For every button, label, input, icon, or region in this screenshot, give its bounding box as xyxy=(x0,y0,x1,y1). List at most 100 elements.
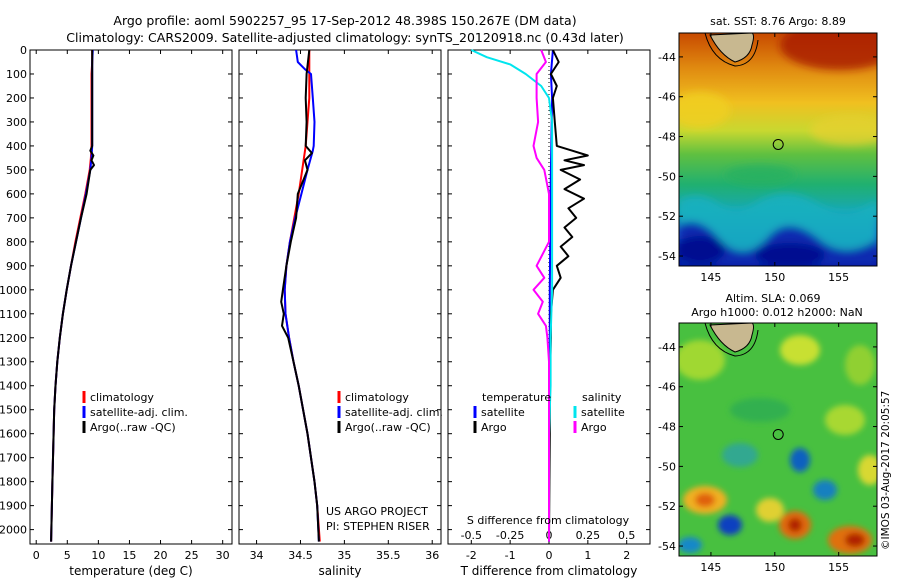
sst-lon-tick-label: 150 xyxy=(764,271,785,284)
series-salinity-argo xyxy=(532,49,550,542)
temperature-xlabel: temperature (deg C) xyxy=(69,564,192,578)
sst-lat-axis: -44 -46 -48 -50 -52 -54 xyxy=(658,51,877,263)
difference-t-tick-label: -2 xyxy=(466,549,477,562)
depth-tick-label: 2000 xyxy=(0,524,27,537)
difference-xlabel: T difference from climatology xyxy=(460,564,638,578)
depth-tick-label: 400 xyxy=(6,140,27,153)
principal-investigator: PI: STEPHEN RISER xyxy=(326,520,430,533)
legend-label-t-satellite: satellite xyxy=(481,406,525,419)
depth-tick-label: 0 xyxy=(20,44,27,57)
salinity-legend: climatology satellite-adj. clim. Argo(..… xyxy=(326,391,443,533)
header-line-1: Argo profile: aoml 5902257_95 17-Sep-201… xyxy=(113,13,576,28)
temperature-x-axis: 0 5 10 15 20 25 30 xyxy=(33,50,230,562)
depth-tick-label: 1100 xyxy=(0,308,27,321)
difference-legend: temperature salinity satellite Argo sate… xyxy=(467,391,630,527)
sst-lat-tick-label: -52 xyxy=(658,210,676,223)
salinity-xlabel: salinity xyxy=(318,564,361,578)
temperature-x-tick-label: 0 xyxy=(33,549,40,562)
depth-tick-label: 300 xyxy=(6,116,27,129)
series-satellite-adj-clim- xyxy=(50,49,94,542)
credit-text: ©IMOS 03-Aug-2017 20:05:57 xyxy=(880,391,892,550)
legend-label-climatology: climatology xyxy=(345,391,409,404)
difference-t-tick-label: 0 xyxy=(546,549,553,562)
temperature-x-tick-label: 15 xyxy=(122,549,136,562)
sst-lat-tick-label: -54 xyxy=(658,250,676,263)
temperature-legend: climatology satellite-adj. clim. Argo(..… xyxy=(82,391,188,434)
depth-tick-label: 1000 xyxy=(0,284,27,297)
legend-label-satellite: satellite-adj. clim. xyxy=(345,406,443,419)
salinity-x-axis: 34 34.5 35 35.5 36 xyxy=(250,50,439,562)
sla-lat-tick-label: -52 xyxy=(658,500,676,513)
project-name: US ARGO PROJECT xyxy=(326,505,428,518)
legend-head-temperature: temperature xyxy=(482,391,551,404)
sla-map xyxy=(679,323,877,556)
depth-tick-label: 800 xyxy=(6,236,27,249)
sla-argo-position-marker xyxy=(772,428,784,440)
depth-tick-label: 100 xyxy=(6,68,27,81)
difference-s-tick-label: -0.5 xyxy=(461,529,482,542)
sla-lat-tick-label: -44 xyxy=(658,341,676,354)
legend-label-s-argo: Argo xyxy=(581,421,607,434)
sst-map-title: sat. SST: 8.76 Argo: 8.89 xyxy=(710,15,846,28)
depth-axis-labels: 0 100 200 300 400 500 600 700 800 900 1000 1100 1200… xyxy=(0,44,27,537)
legend-label-argo: Argo(..raw -QC) xyxy=(345,421,431,434)
sla-map-title-1: Altim. SLA: 0.069 xyxy=(725,292,820,305)
legend-label-t-argo: Argo xyxy=(481,421,507,434)
sla-lat-tick-label: -50 xyxy=(658,460,676,473)
sla-map-frame xyxy=(678,322,878,557)
difference-t-tick-label: -1 xyxy=(505,549,516,562)
series-argo xyxy=(50,50,95,542)
temperature-x-tick-label: 30 xyxy=(216,549,230,562)
depth-tick-label: 1300 xyxy=(0,356,27,369)
difference-s-tick-label: 0.25 xyxy=(576,529,601,542)
difference-t-tick-label: 1 xyxy=(584,549,591,562)
series-climatology xyxy=(50,50,94,542)
depth-tick-label: 900 xyxy=(6,260,27,273)
depth-tick-label: 700 xyxy=(6,212,27,225)
depth-axis-ticks xyxy=(30,49,650,531)
sla-lat-tick-label: -46 xyxy=(658,381,676,394)
depth-tick-label: 1200 xyxy=(0,332,27,345)
header-line-2: Climatology: CARS2009. Satellite-adjuste… xyxy=(66,30,623,45)
s-difference-label: S difference from climatology xyxy=(467,514,630,527)
difference-s-tick-label: -0.25 xyxy=(496,529,524,542)
sla-lat-axis: -44 -46 -48 -50 -52 -54 xyxy=(658,341,877,553)
difference-x-axis: -2 -1 0 1 2-0.5 -0.25 0 0.25 0.5 xyxy=(461,50,636,562)
depth-tick-label: 1600 xyxy=(0,428,27,441)
series-salinity-satellite xyxy=(470,49,554,542)
difference-s-tick-label: 0.5 xyxy=(618,529,636,542)
sla-lon-tick-label: 145 xyxy=(700,561,721,574)
difference-series xyxy=(470,49,589,544)
salinity-x-tick-label: 36 xyxy=(425,549,439,562)
sst-lat-tick-label: -48 xyxy=(658,131,676,144)
temperature-series xyxy=(50,49,95,542)
sla-lon-axis: 145 150 155 xyxy=(700,323,849,574)
salinity-panel-frame xyxy=(238,49,442,545)
series-satellite-adj-clim- xyxy=(283,49,320,542)
sla-lon-tick-label: 155 xyxy=(828,561,849,574)
sst-map-frame xyxy=(678,32,878,267)
sst-lon-tick-label: 155 xyxy=(828,271,849,284)
depth-tick-label: 1800 xyxy=(0,476,27,489)
depth-tick-label: 1400 xyxy=(0,380,27,393)
sst-map xyxy=(679,33,877,266)
sla-lat-tick-label: -54 xyxy=(658,540,676,553)
sst-argo-position-marker xyxy=(772,138,784,150)
temperature-x-tick-label: 10 xyxy=(91,549,105,562)
temperature-x-tick-label: 20 xyxy=(154,549,168,562)
sla-lat-tick-label: -48 xyxy=(658,421,676,434)
series-temperature-argo xyxy=(548,49,589,542)
salinity-x-tick-label: 35 xyxy=(337,549,351,562)
depth-tick-label: 1500 xyxy=(0,404,27,417)
depth-tick-label: 1700 xyxy=(0,452,27,465)
sst-lat-tick-label: -50 xyxy=(658,170,676,183)
legend-label-argo: Argo(..raw -QC) xyxy=(90,421,176,434)
salinity-x-tick-label: 34 xyxy=(250,549,264,562)
temperature-panel-frame xyxy=(29,49,233,545)
legend-label-s-satellite: satellite xyxy=(581,406,625,419)
sla-lon-tick-label: 150 xyxy=(764,561,785,574)
depth-tick-label: 200 xyxy=(6,92,27,105)
sst-lat-tick-label: -44 xyxy=(658,51,676,64)
salinity-series xyxy=(280,49,321,542)
